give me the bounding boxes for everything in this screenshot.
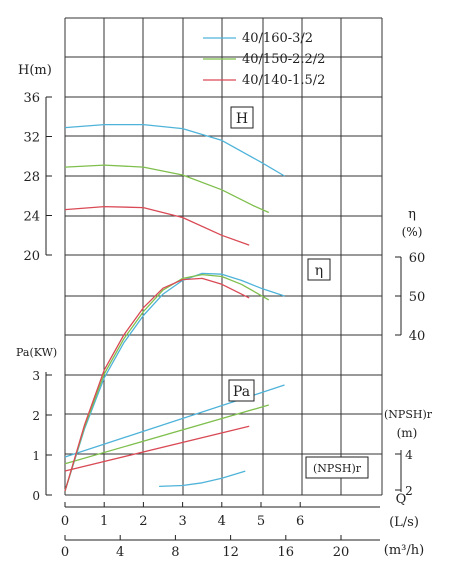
- flow-m3h-tick-label: 20: [333, 545, 350, 560]
- npsh-curve-label: (NPSH)r: [305, 456, 369, 479]
- power-axis-label: Pa(KW): [16, 346, 57, 359]
- flow-ls-axis-label: (L/s): [389, 515, 419, 530]
- legend-entry-3: 40/140-1.5/2: [242, 73, 325, 88]
- power-tick-label: 1: [32, 449, 40, 463]
- flow-m3h-axis-label: (m³/h): [384, 543, 424, 558]
- flow-ls-tick-label: 1: [100, 514, 108, 529]
- head-tick-label: 32: [23, 131, 40, 146]
- efficiency-tick-label: 60: [409, 251, 426, 266]
- svg-text:Pa: Pa: [233, 384, 250, 400]
- npsh-curve-1: [159, 470, 246, 488]
- power-tick-label: 2: [32, 409, 40, 423]
- head-curve-2: [64, 164, 270, 214]
- svg-text:(NPSH)r: (NPSH)r: [313, 462, 362, 475]
- head-curve-3: [64, 205, 250, 246]
- flow-m3h-tick-label: 16: [278, 545, 295, 560]
- head-tick-label: 28: [23, 170, 40, 185]
- efficiency-curve-label: η: [307, 258, 331, 281]
- power-curve-2: [64, 404, 269, 465]
- flow-axis-symbol: Q: [396, 492, 407, 507]
- chart-curves: [64, 123, 285, 492]
- power-tick-label: 0: [32, 489, 40, 503]
- head-axis-label: H(m): [18, 63, 52, 78]
- chart-grid: [64, 17, 383, 496]
- flow-m3h-tick-label: 12: [222, 545, 239, 560]
- power-curve-label: Pa: [228, 379, 255, 402]
- svg-text:H: H: [236, 111, 248, 127]
- npsh-tick-label: 2: [405, 484, 413, 498]
- npsh-tick-label: 4: [405, 448, 413, 462]
- head-tick-label: 36: [23, 91, 40, 106]
- head-tick-label: 24: [23, 210, 40, 225]
- efficiency-axis-unit: (%): [402, 225, 423, 239]
- flow-m3h-tick-label: 8: [171, 545, 179, 560]
- chart-axes: H(m)3632282420Pa(KW)3210η(%)605040(NPSH)…: [16, 63, 433, 560]
- efficiency-curve-1: [64, 272, 285, 492]
- legend-entry-1: 40/160-3/2: [242, 31, 313, 46]
- flow-ls-tick-label: 0: [61, 514, 69, 529]
- head-curve-1: [64, 123, 285, 177]
- svg-text:η: η: [315, 263, 323, 279]
- efficiency-curve-3: [64, 277, 250, 492]
- legend: 40/160-3/2 40/150-2.2/2 40/140-1.5/2: [203, 31, 325, 88]
- flow-ls-tick-label: 5: [257, 514, 265, 529]
- flow-ls-tick-label: 2: [139, 514, 147, 529]
- npsh-axis-unit: (m): [397, 426, 418, 440]
- flow-ls-tick-label: 4: [218, 514, 226, 529]
- efficiency-tick-label: 40: [409, 329, 426, 344]
- flow-m3h-tick-label: 0: [61, 545, 69, 560]
- flow-m3h-tick-label: 4: [116, 545, 124, 560]
- flow-ls-tick-label: 3: [178, 514, 186, 529]
- efficiency-curve-2: [64, 273, 270, 492]
- power-curve-3: [64, 425, 250, 472]
- legend-entry-2: 40/150-2.2/2: [242, 52, 325, 67]
- head-tick-label: 20: [23, 249, 40, 264]
- npsh-axis-label: (NPSH)r: [384, 408, 433, 421]
- flow-ls-tick-label: 6: [296, 514, 304, 529]
- efficiency-tick-label: 50: [409, 290, 426, 305]
- efficiency-axis-label: η: [408, 207, 416, 222]
- head-curve-label: H: [230, 106, 254, 129]
- power-tick-label: 3: [32, 369, 40, 383]
